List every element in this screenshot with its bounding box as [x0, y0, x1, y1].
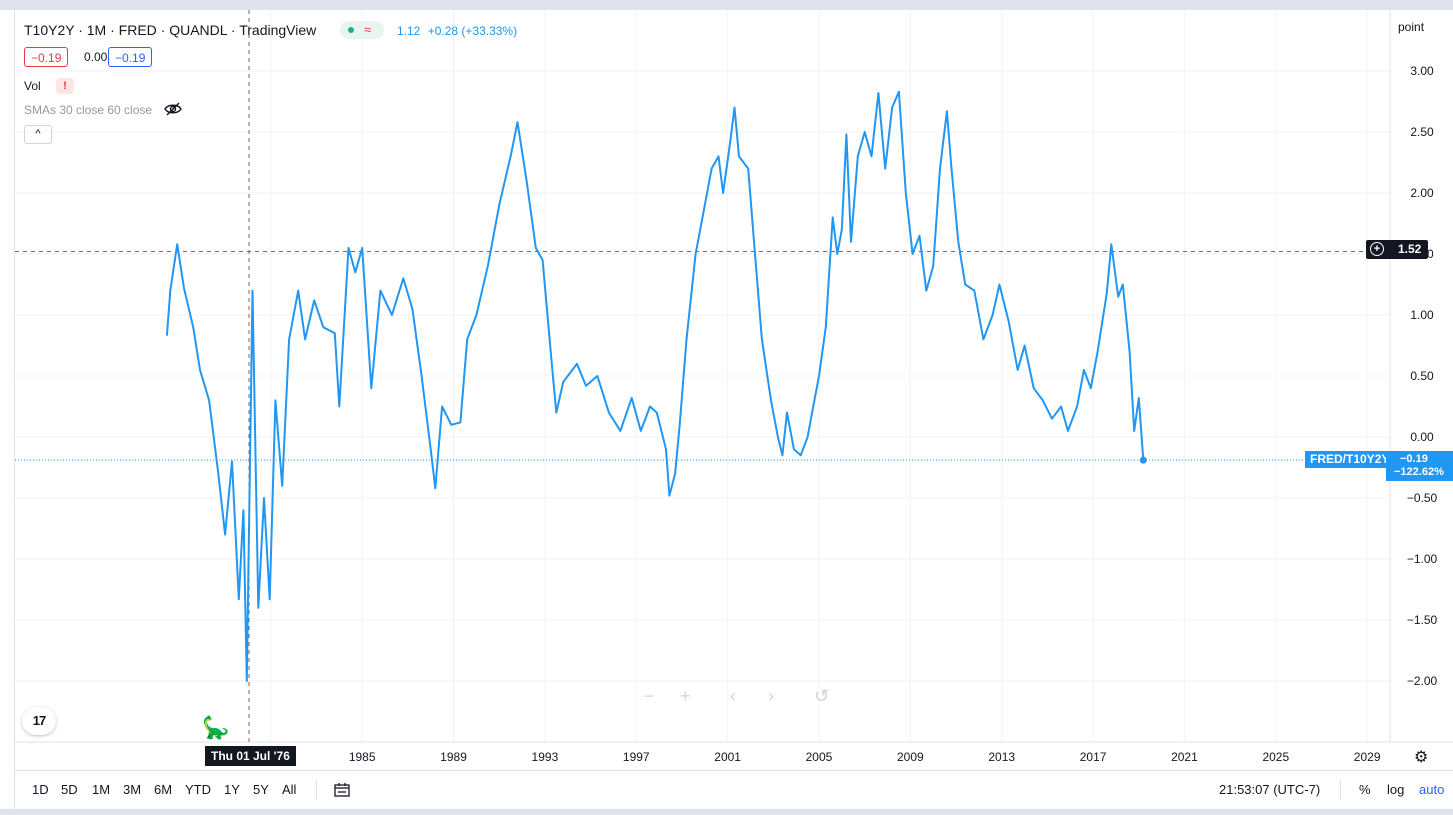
toolbar-divider: [316, 780, 317, 800]
price-tick-label: 0.00: [1410, 430, 1434, 444]
chart-pane[interactable]: 3.002.502.001.501.000.500.00−0.50−1.00−1…: [14, 10, 1453, 770]
legend-values: 1.12 +0.28 (+33.33%): [397, 24, 521, 38]
time-tick-label: 2025: [1262, 750, 1289, 764]
scroll-right-icon[interactable]: ›: [768, 686, 774, 706]
price-tick-label: 3.00: [1410, 64, 1434, 78]
eye-hidden-icon[interactable]: [164, 101, 182, 117]
price-tick-label: 0.50: [1410, 369, 1434, 383]
reset-chart-icon[interactable]: ↺: [814, 686, 830, 706]
crosshair-price-label[interactable]: + 1.52: [1366, 240, 1428, 259]
price-chart[interactable]: 3.002.502.001.501.000.500.00−0.50−1.00−1…: [15, 10, 1453, 770]
time-tick-label: 1989: [440, 750, 467, 764]
time-tick-label: 1997: [623, 750, 650, 764]
series-line-t10y2y: [165, 90, 1145, 682]
symbol-title[interactable]: T10Y2Y · 1M · FRED · QUANDL · TradingVie…: [24, 22, 317, 38]
buy-value-box[interactable]: −0.19: [108, 47, 153, 67]
timeframe-1m-button[interactable]: 1M: [92, 782, 111, 797]
collapse-legend-button[interactable]: ^: [24, 125, 52, 144]
timeframe-ytd-button[interactable]: YTD: [185, 782, 211, 797]
crosshair-date-label: Thu 01 Jul '76: [205, 746, 296, 766]
window-bottom-strip: [0, 809, 1453, 815]
tradingview-logo-icon[interactable]: 17: [22, 707, 56, 735]
time-tick-label: 1993: [532, 750, 559, 764]
auto-scale-toggle[interactable]: auto: [1419, 782, 1445, 797]
zoom-out-icon[interactable]: −: [644, 686, 655, 706]
timeframe-all-button[interactable]: All: [282, 782, 297, 797]
data-wave-icon: ≈: [364, 22, 372, 37]
price-tick-label: −1.00: [1407, 552, 1438, 566]
last-value-price: −0.19: [1400, 453, 1428, 465]
bottom-toolbar: 1D 5D 1M 3M 6M YTD 1Y 5Y All 21:53:07 (U…: [14, 770, 1453, 809]
last-point-marker: [1139, 456, 1147, 464]
dinosaur-cursor-icon: 🦕: [202, 715, 230, 740]
time-tick-label: 2013: [988, 750, 1015, 764]
time-tick-label: 2001: [714, 750, 741, 764]
toolbar-divider-right: [1340, 780, 1341, 800]
price-tick-label: −0.50: [1407, 491, 1438, 505]
price-axis-labels: 3.002.502.001.501.000.500.00−0.50−1.00−1…: [1407, 64, 1438, 688]
status-dot-icon: [348, 27, 354, 33]
price-tick-label: 2.50: [1410, 125, 1434, 139]
warning-icon[interactable]: !: [56, 78, 74, 94]
timeframe-5y-button[interactable]: 5Y: [253, 782, 269, 797]
timezone-clock[interactable]: 21:53:07 (UTC-7): [1219, 782, 1321, 797]
add-alert-plus-icon[interactable]: +: [1370, 242, 1384, 256]
percent-scale-toggle[interactable]: %: [1359, 782, 1371, 797]
timeframe-1y-button[interactable]: 1Y: [224, 782, 240, 797]
horizontal-gridlines: [15, 70, 1390, 682]
spread-value: 0.00: [84, 50, 108, 64]
volume-indicator-label[interactable]: Vol: [24, 79, 41, 93]
date-range-icon[interactable]: [333, 781, 351, 799]
price-tick-label: 1.00: [1410, 308, 1434, 322]
timeframe-1d-button[interactable]: 1D: [32, 782, 49, 797]
time-tick-label: 2005: [806, 750, 833, 764]
last-value-label: −0.19 −122.62%: [1386, 451, 1453, 481]
time-tick-label: 2021: [1171, 750, 1198, 764]
series-name-tag: FRED/T10Y2Y: [1305, 451, 1395, 468]
time-tick-label: 2009: [897, 750, 924, 764]
price-tick-label: −2.00: [1407, 674, 1438, 688]
market-status-pill[interactable]: ≈: [340, 21, 384, 39]
sma-indicator-label[interactable]: SMAs 30 close 60 close: [24, 103, 153, 117]
price-tick-label: 2.00: [1410, 186, 1434, 200]
last-value-percent: −122.62%: [1394, 466, 1444, 478]
timeframe-3m-button[interactable]: 3M: [123, 782, 142, 797]
time-tick-label: 1985: [349, 750, 376, 764]
timeframe-5d-button[interactable]: 5D: [61, 782, 78, 797]
price-tick-label: −1.50: [1407, 613, 1438, 627]
window-top-strip: [0, 0, 1453, 10]
legend-change: +0.28 (+33.33%): [427, 24, 518, 38]
zoom-in-icon[interactable]: +: [680, 686, 691, 706]
time-tick-label: 2029: [1354, 750, 1381, 764]
timeframe-6m-button[interactable]: 6M: [154, 782, 173, 797]
scroll-left-icon[interactable]: ‹: [730, 686, 736, 706]
time-axis-labels: 1981198519891993199720012005200920132017…: [257, 750, 1380, 764]
price-axis-unit: point: [1398, 20, 1425, 34]
time-tick-label: 2017: [1080, 750, 1107, 764]
legend-last-value: 1.12: [397, 24, 421, 38]
sell-value-box[interactable]: −0.19: [24, 47, 69, 67]
gear-icon[interactable]: ⚙: [1414, 749, 1429, 766]
log-scale-toggle[interactable]: log: [1387, 782, 1405, 797]
